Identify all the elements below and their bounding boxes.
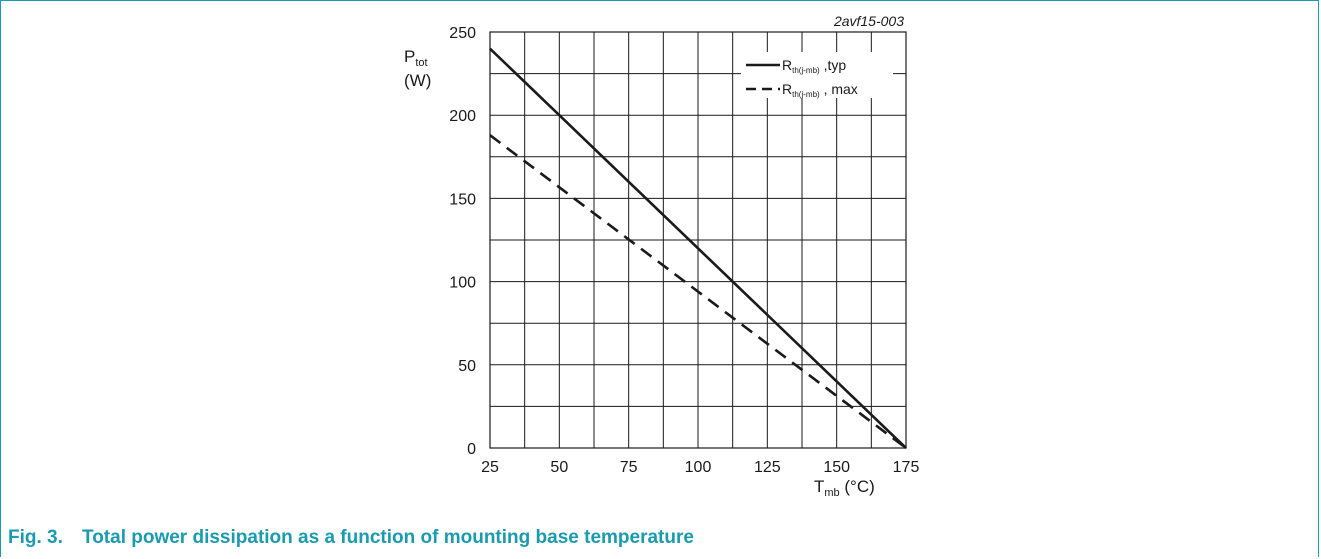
figure-code: 2avf15-003 <box>833 13 904 29</box>
figure-caption: Fig. 3. Total power dissipation as a func… <box>8 527 694 549</box>
figure-number: Fig. 3. <box>8 527 63 548</box>
x-tick-label: 100 <box>685 459 712 476</box>
x-tick-label: 50 <box>550 459 568 476</box>
legend: Rth(j-mb) ,typ Rth(j-mb) , max <box>741 52 893 99</box>
y-tick-label: 150 <box>449 191 476 208</box>
legend-typ-suffix: ,typ <box>820 57 847 73</box>
x-tick-label: 175 <box>893 459 920 476</box>
y-tick-labels: 0 50 100 150 200 250 <box>449 25 476 458</box>
x-axis-label-sub: mb <box>824 487 839 499</box>
figure-title: Total power dissipation as a function of… <box>82 527 694 548</box>
plot-border <box>489 31 907 449</box>
y-tick-label: 50 <box>458 358 476 375</box>
y-tick-label: 250 <box>449 25 476 42</box>
legend-box <box>741 52 893 98</box>
series-line-typ <box>489 47 907 449</box>
x-tick-label: 25 <box>481 459 499 476</box>
series-line-max <box>489 134 907 450</box>
x-tick-label: 150 <box>823 459 850 476</box>
x-axis-label: Tmb (°C) <box>814 477 875 499</box>
y-tick-label: 0 <box>467 441 476 458</box>
legend-entry-max: Rth(j-mb) , max <box>782 81 858 99</box>
y-axis-label-sub: tot <box>415 57 427 69</box>
x-tick-labels: 25 50 75 100 125 150 175 <box>481 459 919 476</box>
legend-typ-sub: th(j-mb) <box>792 66 820 75</box>
x-axis-label-main: T <box>814 477 824 496</box>
x-tick-label: 125 <box>754 459 781 476</box>
legend-max-main: R <box>782 81 792 97</box>
y-axis-label-main: P <box>404 47 415 66</box>
chart-series <box>489 47 907 450</box>
x-tick-label: 75 <box>620 459 638 476</box>
power-derating-chart: 25 50 75 100 125 150 175 0 50 100 150 200 250 2avf1… <box>404 13 919 499</box>
y-tick-label: 100 <box>449 275 476 292</box>
x-axis-label-unit: (°C) <box>840 477 875 496</box>
legend-max-sub: th(j-mb) <box>792 90 820 99</box>
legend-typ-main: R <box>782 57 792 73</box>
legend-max-suffix: , max <box>820 81 858 97</box>
y-tick-label: 200 <box>449 108 476 125</box>
y-axis-label: Ptot <box>404 47 428 69</box>
legend-entry-typ: Rth(j-mb) ,typ <box>782 57 846 75</box>
y-axis-unit: (W) <box>404 71 431 90</box>
